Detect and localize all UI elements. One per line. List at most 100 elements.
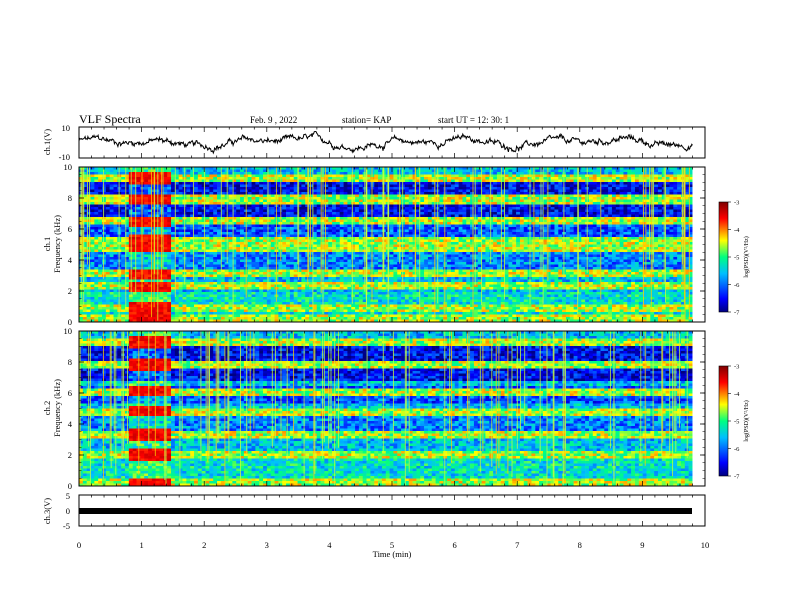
spectrogram-cell [408, 174, 413, 178]
spectrogram-cell [424, 182, 429, 185]
spectrogram-cell [404, 202, 410, 205]
spectrogram-cell [282, 217, 287, 220]
spectrogram-cell [335, 219, 341, 223]
spectrogram-cell [565, 204, 571, 208]
spectrogram-cell [619, 229, 624, 233]
spectrogram-cell [205, 169, 210, 173]
spectrogram-cell [504, 182, 509, 185]
spectrogram-cell [316, 192, 321, 195]
spectrogram-cell [466, 239, 471, 243]
spectrogram-cell [443, 187, 448, 190]
spectrogram-cell [378, 179, 383, 183]
spectrogram-cell [519, 237, 525, 240]
spectrogram-cell [194, 214, 199, 218]
spectrogram-cell [569, 202, 574, 205]
spectrogram-cell [144, 182, 149, 185]
spectrogram-cell [305, 237, 310, 240]
spectrogram-cell [535, 177, 540, 180]
spectrogram-cell [163, 212, 168, 215]
spectrogram-cell [240, 179, 245, 183]
spectrogram-cell [148, 169, 153, 173]
spectrogram-cell [335, 199, 341, 203]
spectrogram-cell [634, 232, 640, 235]
spectrogram-cell [293, 209, 298, 213]
spectrogram-cell [688, 182, 693, 185]
spectrogram-cell [332, 229, 337, 233]
spectrogram-cell [473, 194, 479, 198]
spectrogram-cell [232, 227, 237, 230]
spectrogram-cell [305, 172, 310, 175]
spectrogram-cell [427, 227, 433, 230]
spectrogram-cell [604, 219, 609, 223]
spectrogram-cell [289, 192, 295, 195]
spectrogram-cell [504, 214, 509, 218]
spectrogram-cell [90, 184, 95, 188]
spectrogram-cell [125, 172, 130, 175]
spectrogram-cell [121, 174, 126, 178]
spectrogram-cell [174, 194, 179, 198]
spectrogram-cell [504, 202, 509, 205]
spectrogram-cell [293, 224, 298, 228]
spectrogram-cell [393, 214, 398, 218]
spectrogram-cell [98, 222, 103, 225]
spectrogram-cell [638, 217, 643, 220]
spectrogram-cell [481, 219, 486, 223]
spectrogram-cell [105, 227, 110, 230]
spectrogram-cell [282, 199, 287, 203]
spectrogram-cell [581, 234, 586, 238]
spectrogram-cell [623, 182, 628, 185]
spectrogram-cell [577, 214, 582, 218]
spectrogram-cell [335, 179, 341, 183]
spectrogram-cell [370, 192, 375, 195]
spectrogram-cell [581, 222, 586, 225]
spectrogram-cell [255, 214, 260, 218]
spectrogram-cell [588, 199, 594, 203]
spectrogram-cell [301, 207, 306, 210]
spectrogram-cell [588, 222, 594, 225]
spectrogram-cell [439, 182, 444, 185]
spectrogram-cell [378, 212, 383, 215]
spectrogram-cell [592, 189, 597, 193]
spectrogram-cell [565, 237, 571, 240]
spectrogram-cell [642, 194, 647, 198]
spectrogram-cell [519, 184, 525, 188]
spectrogram-cell [286, 189, 291, 193]
spectrogram-cell [105, 214, 110, 218]
spectrogram-cell [458, 229, 463, 233]
spectrogram-cell [523, 222, 528, 225]
spectrogram-cell [508, 197, 513, 200]
spectrogram-cell [496, 234, 502, 238]
spectrogram-cell [355, 222, 360, 225]
spectrogram-cell [608, 174, 613, 178]
spectrogram-cell [657, 167, 663, 170]
spectrogram-cell [293, 214, 298, 218]
spectrogram-cell [370, 214, 375, 218]
spectrogram-cell [148, 194, 153, 198]
spectrogram-cell [447, 192, 452, 195]
spectrogram-cell [504, 237, 509, 240]
spectrogram-cell [535, 194, 540, 198]
spectrogram-cell [309, 199, 314, 203]
spectrogram-cell [493, 212, 498, 215]
spectrogram-cell [416, 172, 421, 175]
spectrogram-cell [232, 182, 237, 185]
spectrogram-cell [454, 207, 459, 210]
spectrogram-cell [631, 217, 636, 220]
spectrogram-cell [282, 242, 287, 245]
spectrogram-cell [240, 194, 245, 198]
spectrogram-cell [470, 169, 475, 173]
spectrogram-cell [389, 182, 394, 185]
spectrogram-cell [512, 172, 517, 175]
spectrogram-cell [301, 222, 306, 225]
spectrogram-cell [148, 217, 153, 220]
spectrogram-cell [420, 197, 425, 200]
spectrogram-cell [217, 227, 222, 230]
spectrogram-cell [209, 229, 214, 233]
spectrogram-cell [619, 222, 624, 225]
spectrogram-cell [592, 179, 597, 183]
spectrogram-cell [82, 207, 87, 210]
spectrogram-cell [523, 189, 528, 193]
spectrogram-cell [82, 172, 87, 175]
spectrogram-cell [197, 182, 202, 185]
spectrogram-cell [259, 202, 264, 205]
